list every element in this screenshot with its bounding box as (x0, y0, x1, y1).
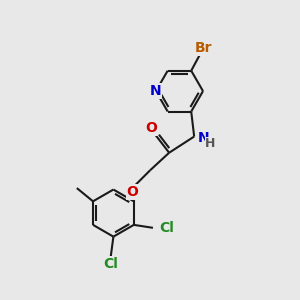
Text: N: N (150, 84, 162, 98)
Text: N: N (198, 131, 209, 145)
Text: H: H (205, 137, 215, 150)
Text: Cl: Cl (159, 221, 174, 235)
Text: Cl: Cl (103, 257, 118, 271)
Text: O: O (146, 121, 158, 135)
Text: O: O (126, 185, 138, 199)
Text: Br: Br (194, 41, 212, 55)
